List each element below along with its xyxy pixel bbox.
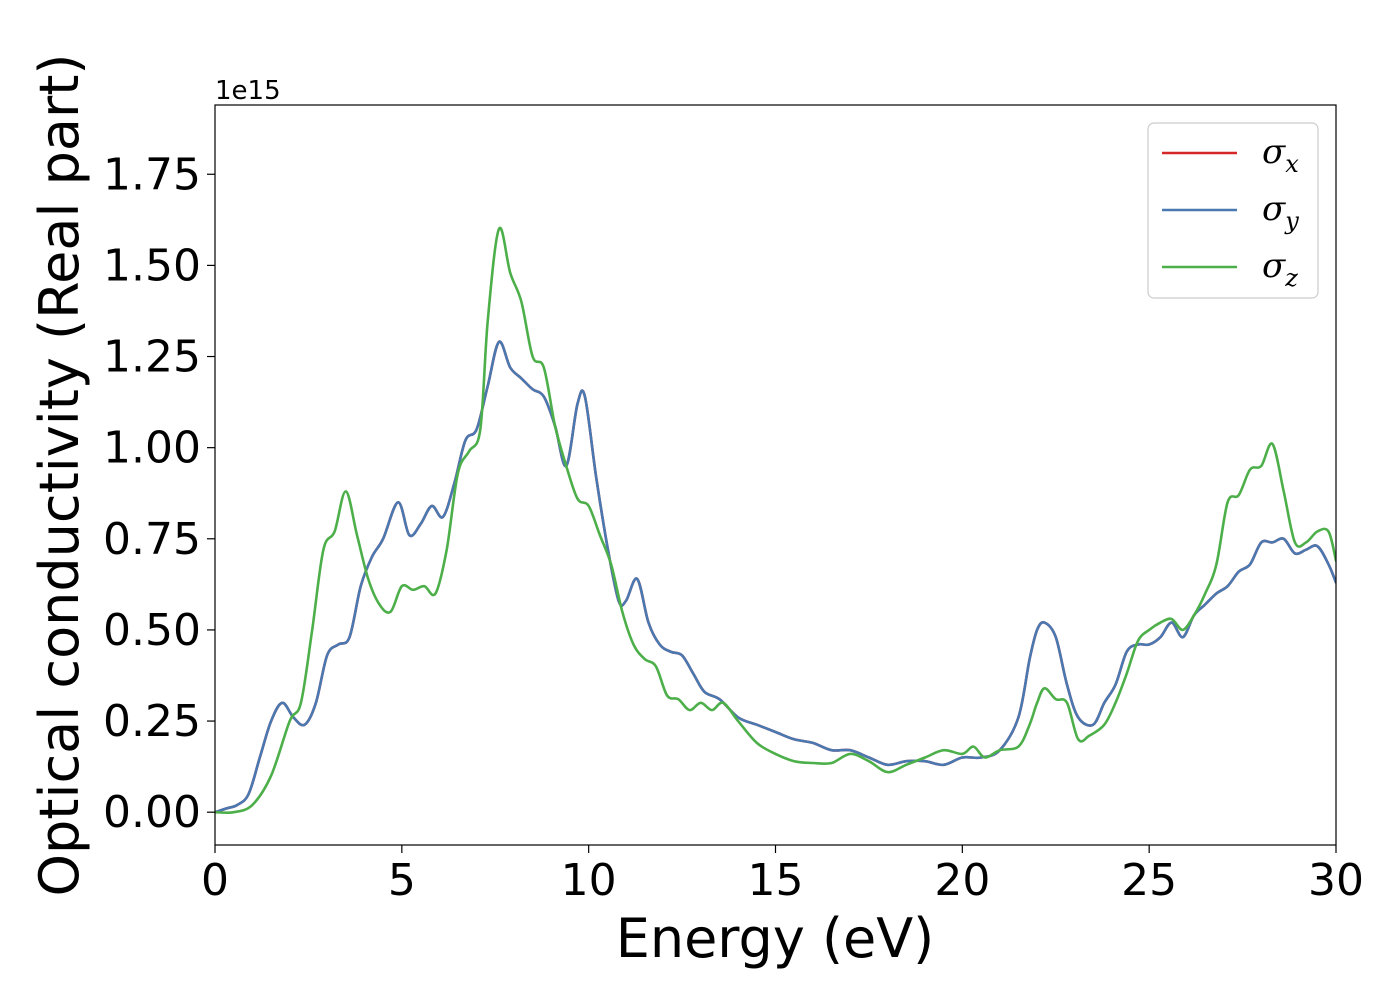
x-tick-label: 10 (561, 855, 617, 906)
y-axis-label: Optical conductivity (Real part) (28, 54, 91, 897)
legend-label-z: σz (1262, 246, 1298, 292)
legend-symbol: σ (1262, 132, 1286, 172)
legend-label-y: σy (1262, 189, 1299, 235)
y-tick-label: 1.25 (103, 332, 201, 383)
y-tick-label: 1.00 (103, 423, 201, 474)
y-offset-label: 1e15 (215, 76, 281, 106)
legend-symbol: σ (1262, 189, 1286, 229)
y-tick-label: 0.50 (103, 605, 201, 656)
y-tick-label: 1.75 (103, 149, 201, 200)
legend-symbol: σ (1262, 246, 1286, 286)
y-tick-label: 0.75 (103, 514, 201, 565)
y-axis: 0.00 0.25 0.50 0.75 1.00 1.25 1.50 1.75 (103, 149, 215, 838)
legend-subscript: x (1285, 150, 1299, 178)
series-layer (215, 226, 1336, 815)
x-tick-label: 25 (1121, 855, 1177, 906)
series-line-z (215, 226, 1336, 815)
y-tick-label: 1.50 (103, 240, 201, 291)
legend-subscript: z (1284, 264, 1298, 292)
y-tick-label: 0.25 (103, 696, 201, 747)
legend-subscript: y (1284, 207, 1299, 235)
x-axis-label: Energy (eV) (616, 907, 935, 970)
x-tick-label: 20 (934, 855, 990, 906)
x-tick-label: 5 (388, 855, 416, 906)
x-tick-label: 30 (1308, 855, 1364, 906)
x-tick-label: 15 (748, 855, 804, 906)
x-tick-label: 0 (201, 855, 229, 906)
legend-label-x: σx (1262, 132, 1299, 178)
x-axis: 0 5 10 15 20 25 30 (201, 845, 1364, 906)
series-line-y (215, 340, 1336, 814)
y-tick-label: 0.00 (103, 787, 201, 838)
